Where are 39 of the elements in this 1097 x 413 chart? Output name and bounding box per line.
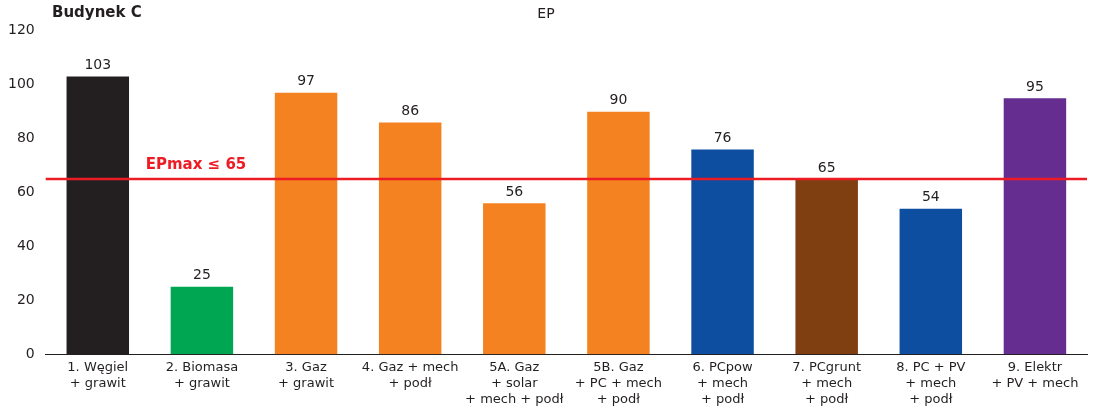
data-label: 56	[505, 182, 524, 199]
data-label: 25	[193, 266, 211, 283]
y-tick-label: 40	[16, 237, 35, 254]
x-tick-label: 8. PC + PV + mech + podł	[896, 359, 966, 406]
bar	[587, 111, 650, 355]
y-tick-label: 80	[16, 129, 35, 146]
data-label: 76	[713, 129, 732, 146]
x-tick-label: 1. Węgiel + grawit	[67, 359, 129, 390]
data-label: 86	[401, 102, 420, 119]
x-tick-label: 2. Biomasa + grawit	[165, 359, 239, 390]
data-label: 103	[84, 56, 112, 73]
ref-line-label: EPmax ≤ 65	[145, 155, 247, 174]
x-tick-label: 4. Gaz + mech + podł	[361, 359, 459, 390]
bar	[691, 149, 754, 355]
bar	[1003, 98, 1067, 355]
y-tick-label: 20	[16, 290, 35, 307]
data-label: 95	[1026, 77, 1044, 94]
y-tick-label: 120	[7, 21, 35, 38]
x-tick-label: 9. Elektr + PV + mech	[991, 359, 1079, 390]
data-label: 65	[817, 158, 836, 175]
y-tick-label: 60	[16, 183, 35, 200]
data-label: 97	[297, 72, 315, 89]
y-tick-label: 100	[7, 75, 35, 92]
x-tick-label: 7. PCgrunt + mech + podł	[792, 359, 861, 406]
x-tick-label: 5A. Gaz + solar + mech + podł	[465, 359, 564, 406]
y-tick-label: 0	[25, 344, 35, 361]
bar	[483, 203, 546, 355]
bar	[378, 122, 442, 355]
data-label: 54	[921, 188, 940, 205]
bar	[170, 286, 234, 355]
bar	[899, 208, 963, 355]
chart-title: EP	[537, 5, 555, 22]
data-label: 90	[609, 91, 628, 108]
x-tick-label: 5B. Gaz + PC + mech + podł	[574, 359, 662, 406]
bar	[274, 92, 338, 355]
chart-subtitle: Budynek C	[52, 3, 142, 22]
x-tick-label: 3. Gaz + grawit	[278, 359, 335, 390]
x-tick-label: 6. PCpow + mech + podł	[692, 359, 754, 406]
bar	[795, 179, 858, 355]
